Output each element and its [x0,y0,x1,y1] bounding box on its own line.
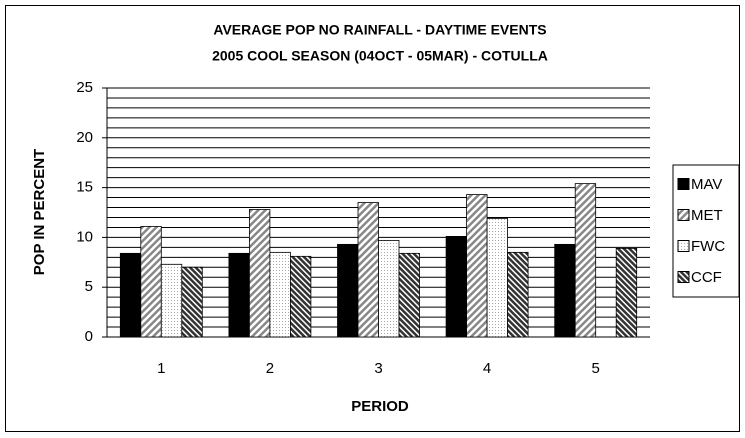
legend-swatch [677,271,690,283]
bar [574,183,597,338]
chart-subtitle: 2005 COOL SEASON (04OCT - 05MAR) - COTUL… [212,48,548,64]
bar [337,243,359,338]
y-tick-label: 25 [76,79,93,96]
y-tick-label: 5 [85,278,93,295]
y-tick-label: 10 [76,228,93,245]
bar [378,239,400,338]
x-tick-label: 1 [157,360,165,377]
legend-swatch [677,240,690,252]
bar [181,266,203,338]
bar [119,252,142,338]
chart-title: AVERAGE POP NO RAINFALL - DAYTIME EVENTS [213,22,546,38]
bar [228,252,250,338]
y-axis-label: POP IN PERCENT [31,149,48,275]
bar [507,251,529,338]
x-tick-label: 3 [374,360,382,377]
bar [615,247,638,338]
bar [357,202,379,338]
legend-swatch [677,209,690,221]
bar [554,243,576,338]
legend-label: FWC [691,238,725,255]
y-tick-label: 15 [76,179,93,196]
x-tick-label: 5 [592,360,600,377]
bar [248,209,271,338]
legend-swatch [677,178,690,190]
legend-label: MET [691,207,723,224]
bar [398,252,420,338]
bar [160,263,183,338]
legend-label: MAV [691,176,722,193]
x-axis-label: PERIOD [351,398,409,415]
bar [269,251,291,338]
bar [289,255,312,338]
y-tick-label: 0 [85,328,93,345]
x-tick-label: 4 [483,360,491,377]
bar [466,194,488,338]
bar [486,218,509,338]
legend-label: CCF [691,269,722,286]
bar [140,226,162,338]
bar [445,236,468,338]
x-tick-label: 2 [266,360,274,377]
y-tick-label: 20 [76,129,93,146]
